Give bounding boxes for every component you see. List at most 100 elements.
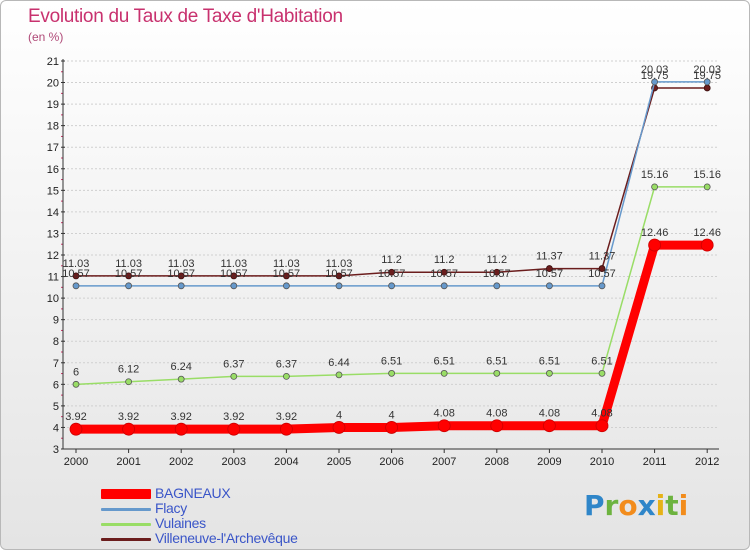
data-label: 6.51	[591, 355, 612, 367]
data-label: 6.37	[276, 358, 297, 370]
logo-letter: t	[665, 489, 679, 522]
data-point	[546, 265, 553, 272]
data-label: 10.57	[115, 268, 143, 280]
data-labels: 3.92 3.92 3.92 3.92 3.92 4 4 4.08 4.08 4.08 4.08 12…	[62, 64, 721, 423]
logo-letter: P	[584, 489, 605, 522]
y-tick-label: 21	[47, 56, 59, 68]
data-point	[227, 422, 241, 436]
x-tick-label: 2012	[695, 456, 719, 468]
data-point	[282, 272, 290, 280]
data-point	[385, 421, 399, 434]
data-label: 10.57	[325, 268, 353, 280]
data-point	[125, 378, 132, 386]
data-label: 4.08	[591, 408, 612, 420]
data-point	[543, 419, 556, 433]
data-point	[335, 282, 343, 290]
data-label: 11.03	[273, 258, 300, 270]
data-point	[69, 422, 83, 436]
data-label: 15.16	[641, 169, 669, 181]
data-label: 10.57	[220, 268, 248, 280]
y-tick-label: 11	[48, 272, 59, 284]
chart-title: Evolution du Taux de Taxe d'Habitation	[28, 6, 343, 27]
data-label: 11.03	[326, 258, 353, 270]
data-label: 11.03	[168, 258, 195, 270]
logo-letter: r	[604, 489, 619, 522]
data-point	[546, 369, 553, 377]
x-tick-label: 2006	[379, 456, 403, 468]
y-tick-label: 14	[47, 207, 59, 219]
y-tick-label: 15	[47, 185, 59, 197]
data-point	[282, 372, 290, 380]
legend-item: Flacy	[101, 500, 361, 516]
legend-swatch	[101, 489, 151, 499]
data-point	[174, 422, 188, 436]
data-point	[72, 380, 80, 388]
data-point	[282, 282, 290, 290]
data-point	[700, 238, 714, 252]
data-point	[122, 422, 135, 436]
legend: BAGNEAUX Flacy Vulaines Villeneuve-l'Archev…	[101, 485, 361, 546]
proxiti-logo: Proxiti	[584, 489, 688, 522]
legend-swatch	[101, 523, 151, 526]
x-tick-label: 2008	[485, 456, 509, 468]
data-label: 10.57	[536, 268, 564, 280]
y-tick-label: 3	[53, 444, 59, 456]
data-label: 10.57	[588, 268, 616, 280]
data-label: 11.37	[536, 251, 563, 263]
data-label: 6.37	[223, 358, 244, 370]
data-label: 6.51	[486, 355, 507, 367]
data-label: 4.08	[433, 408, 454, 420]
x-tick-label: 2004	[274, 456, 298, 468]
data-point	[651, 183, 658, 191]
data-point	[177, 272, 185, 280]
x-tick-label: 2000	[64, 456, 88, 468]
data-point	[440, 369, 448, 377]
data-label: 15.16	[693, 169, 721, 181]
legend-label: Vulaines	[155, 515, 206, 531]
data-label: 6	[73, 366, 79, 378]
data-label: 10.57	[430, 268, 458, 280]
legend-item: Villeneuve-l'Archevêque	[101, 530, 361, 546]
y-tick-label: 7	[53, 358, 59, 370]
data-label: 6.51	[539, 355, 560, 367]
data-point	[440, 282, 448, 290]
x-tick-label: 2007	[432, 456, 456, 468]
data-label: 10.57	[273, 268, 301, 280]
data-point	[177, 282, 185, 290]
data-label: 11.2	[381, 254, 402, 266]
y-tick-label: 9	[53, 315, 59, 327]
data-label: 6.51	[381, 355, 402, 367]
data-point	[388, 268, 396, 276]
x-tick-label: 2002	[169, 456, 193, 468]
data-point	[125, 272, 132, 280]
data-point	[598, 282, 606, 290]
data-point	[598, 369, 606, 377]
data-label: 10.57	[167, 268, 195, 280]
data-point	[72, 272, 80, 280]
data-point	[490, 419, 504, 433]
data-label: 6.24	[170, 361, 191, 373]
x-tick-label: 2005	[327, 456, 351, 468]
data-label: 11.2	[434, 254, 455, 266]
legend-item: Vulaines	[101, 515, 361, 531]
logo-letter: x	[637, 489, 656, 522]
data-label: 10.57	[378, 268, 406, 280]
data-point	[335, 371, 343, 379]
logo-letter: i	[678, 489, 689, 522]
legend-swatch	[101, 508, 151, 511]
data-point	[388, 369, 396, 377]
data-point	[493, 369, 501, 377]
data-point	[703, 78, 711, 86]
data-point	[493, 268, 501, 276]
axes: 3 4 5 6 7 8 9 10 11 12 13 14 15 16 17 18 19 20 21 2000 2001 2…	[47, 56, 720, 468]
data-label: 12.46	[693, 227, 721, 239]
y-tick-label: 19	[47, 99, 59, 111]
data-point	[125, 282, 132, 290]
data-label: 12.46	[641, 227, 669, 239]
data-label: 10.57	[62, 268, 90, 280]
data-point	[703, 183, 711, 191]
data-point	[335, 272, 343, 280]
x-tick-label: 2003	[222, 456, 246, 468]
y-tick-label: 8	[53, 336, 59, 348]
